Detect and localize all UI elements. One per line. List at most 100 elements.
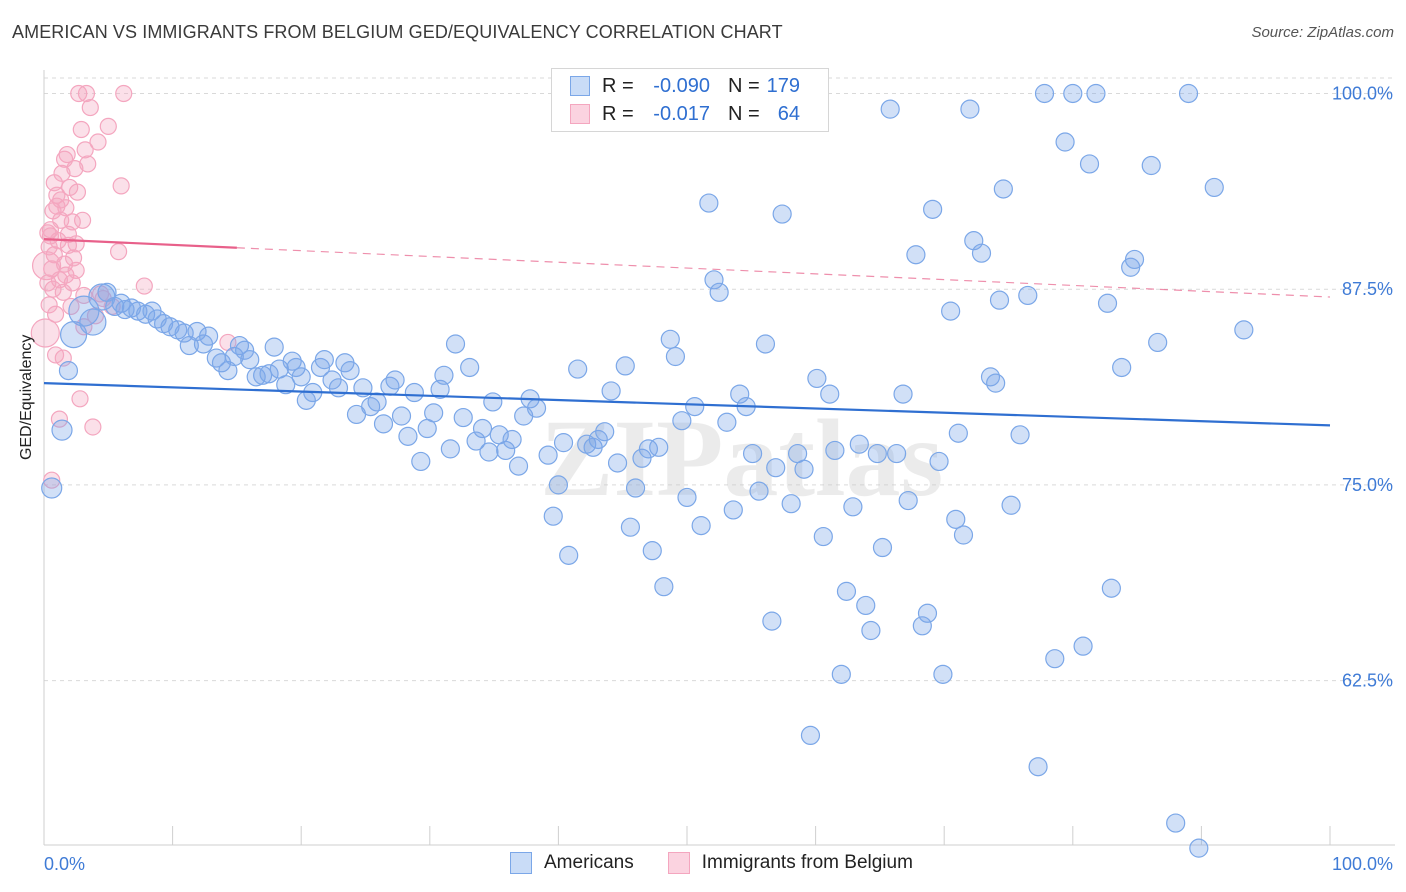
data-point-americans [58,361,79,381]
data-point-americans [543,506,563,526]
data-point-americans [472,418,493,439]
data-point-belgium [89,133,107,151]
data-point-americans [568,359,588,379]
data-point-americans [704,270,724,290]
legend-r-label: R = [602,102,634,125]
data-point-belgium [112,177,130,195]
data-point-americans [601,381,621,401]
data-point-belgium [55,150,74,168]
legend-label-belgium: Immigrants from Belgium [701,852,913,873]
data-point-americans [691,516,711,536]
data-point-americans [199,326,219,346]
data-point-americans [960,99,980,119]
data-point-americans [445,334,466,354]
data-point-americans [772,204,792,224]
data-point-americans [836,581,857,601]
data-point-americans [453,407,473,428]
data-point-belgium [76,141,94,159]
data-point-americans [328,378,349,398]
data-point-americans [1073,636,1093,656]
data-point-americans [1234,320,1254,340]
data-point-americans [820,384,840,404]
data-point-americans [887,443,907,464]
legend-r-label: R = [602,74,634,97]
legend-swatch-americans [570,76,590,96]
legend-item-belgium[interactable]: Immigrants from Belgium [667,852,913,874]
data-point-americans [340,361,360,381]
data-point-americans [800,725,821,746]
data-point-americans [730,384,750,404]
data-point-belgium [75,286,93,305]
data-point-americans [642,541,662,561]
data-point-americans [912,616,932,636]
data-point-belgium [58,145,76,164]
data-point-americans [794,459,814,479]
data-point-belgium [99,117,117,135]
data-point-americans [917,603,938,623]
data-point-americans [1001,495,1021,515]
data-point-americans [1189,838,1209,858]
data-point-belgium [84,418,102,436]
data-point-americans [762,611,782,631]
data-point-americans [933,664,953,684]
data-point-americans [1045,649,1065,669]
legend-swatch-americans [510,852,532,874]
data-point-americans [654,577,674,597]
data-point-americans [856,595,876,616]
legend-item-americans[interactable]: Americans [510,852,634,874]
data-point-belgium [44,280,62,298]
data-point-belgium [41,227,60,245]
data-point-americans [187,321,207,342]
data-point-americans [677,487,697,508]
data-point-americans [781,494,801,514]
data-point-americans [79,308,107,336]
data-point-belgium [71,390,89,408]
chart-title: AMERICAN VS IMMIGRANTS FROM BELGIUM GED/… [12,22,783,42]
correlation-legend: R = -0.090 N = 179 R = -0.017 N = 64 [551,68,829,132]
data-point-americans [971,243,992,263]
data-point-belgium [46,305,65,323]
data-point-americans [460,357,480,378]
y-tick-label: 75.0% [1342,475,1393,495]
tick-labels: 62.5% 75.0% 87.5% 100.0% 0.0% 100.0% [44,83,1393,874]
data-point-belgium [72,120,90,139]
data-point-americans [259,364,279,384]
y-tick-label: 62.5% [1342,671,1393,691]
data-point-americans [385,370,405,390]
legend-n-label: N = [728,74,760,97]
data-point-americans [235,340,255,360]
legend-row-americans: R = -0.090 N = 179 [570,73,800,99]
trend-lines [43,237,1331,427]
trend-line-belgium [43,237,237,249]
data-point-americans [766,458,786,478]
legend-n-label: N = [728,102,760,125]
data-point-americans [723,500,743,520]
data-point-americans [128,301,148,321]
data-point-americans [953,525,974,545]
data-point-americans [880,99,900,119]
data-point-americans [353,378,373,398]
legend-row-belgium: R = -0.017 N = 64 [570,101,800,127]
data-point-americans [948,423,968,443]
svg-text:ZIPatlas: ZIPatlas [540,397,943,519]
data-point-americans [314,350,334,370]
data-point-americans [755,334,776,354]
data-point-americans [813,526,833,547]
legend-swatch-belgium [570,104,590,124]
data-point-americans [41,477,63,499]
data-point-americans [538,445,558,465]
data-point-americans [1166,813,1186,833]
data-point-americans [1079,154,1100,174]
data-point-americans [607,453,628,473]
data-point-belgium [64,249,83,267]
data-point-americans [1028,757,1048,777]
data-point-americans [398,426,418,446]
data-point-belgium [52,191,70,209]
data-point-americans [367,392,387,412]
y-tick-label: 100.0% [1332,83,1393,103]
data-point-americans [831,664,851,684]
data-point-americans [1018,285,1038,306]
series-legend: Americans Immigrants from Belgium [510,852,947,874]
data-point-americans [1034,83,1055,104]
